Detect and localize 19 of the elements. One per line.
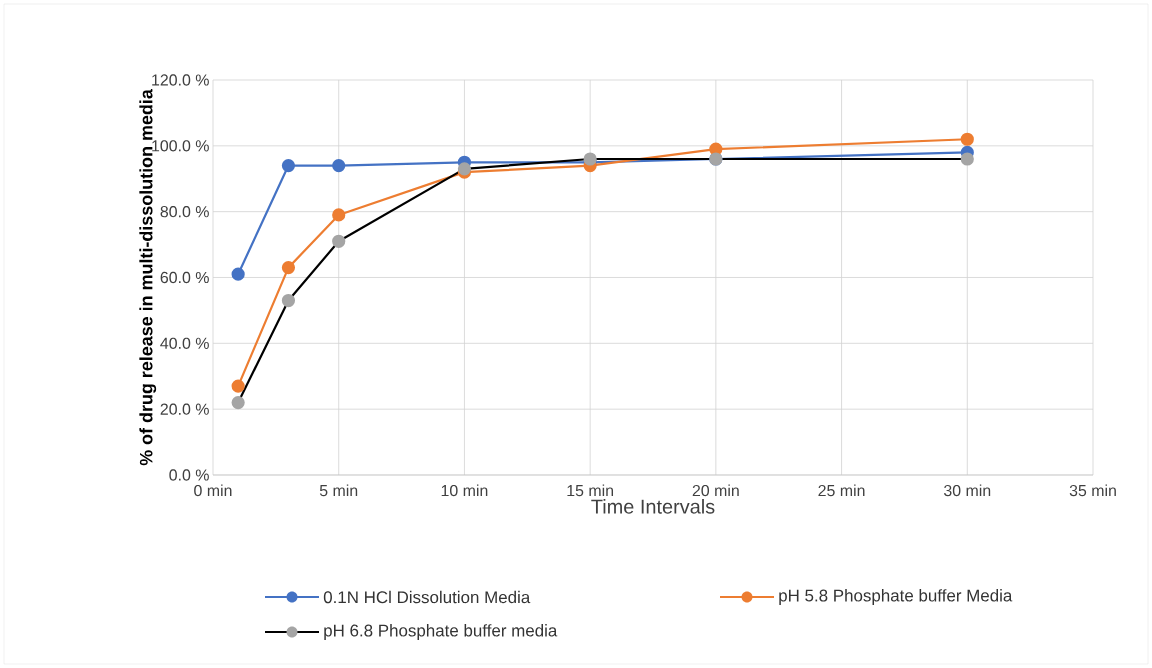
legend-label: pH 6.8 Phosphate buffer media: [324, 624, 558, 640]
x-tick-label: 30 min: [943, 484, 991, 497]
y-tick-label: 0.0 %: [169, 469, 209, 481]
legend-label: pH 5.8 Phosphate buffer Media: [779, 589, 1013, 605]
x-tick-label: 5 min: [319, 484, 358, 497]
x-tick-label: 10 min: [441, 484, 488, 497]
x-tick-label: 15 min: [567, 484, 614, 497]
x-tick-label: 20 min: [692, 484, 739, 497]
x-tick-label: 0 min: [194, 484, 232, 497]
y-tick-label: 60.0 %: [160, 271, 209, 284]
x-axis-title: Time Intervals: [591, 499, 715, 514]
y-tick-label: 120.0 %: [152, 74, 209, 86]
y-tick-label: 100.0 %: [152, 140, 209, 152]
x-tick-label: 35 min: [1069, 484, 1116, 497]
legend-label: 0.1N HCl Dissolution Media: [323, 590, 531, 604]
y-tick-label: 20.0 %: [160, 403, 209, 415]
y-tick-label: 80.0 %: [160, 206, 209, 218]
y-tick-label: 40.0 %: [160, 337, 209, 349]
x-tick-label: 25 min: [818, 484, 865, 497]
